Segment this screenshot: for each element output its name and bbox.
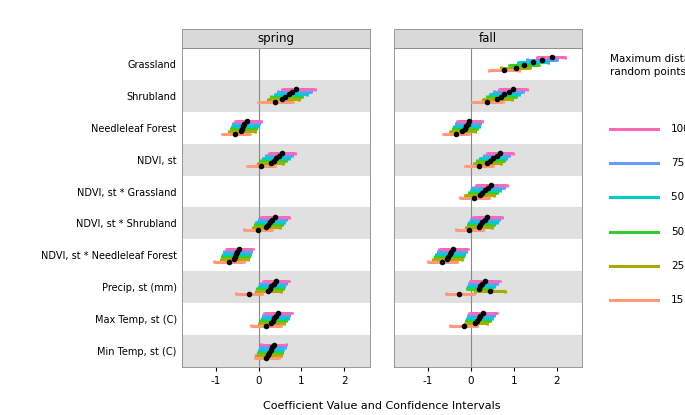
Bar <box>182 335 370 367</box>
Bar <box>394 335 582 367</box>
Bar <box>182 271 370 303</box>
Text: spring: spring <box>257 32 295 45</box>
Text: 25: 25 <box>671 261 684 271</box>
Text: fall: fall <box>479 32 497 45</box>
Text: 50, no RT: 50, no RT <box>671 193 685 203</box>
Text: 15: 15 <box>671 295 684 305</box>
Bar <box>394 80 582 112</box>
Text: Coefficient Value and Confidence Intervals: Coefficient Value and Confidence Interva… <box>263 401 501 411</box>
Bar <box>182 208 370 239</box>
Bar <box>394 208 582 239</box>
Text: Maximum distance of
random points (km): Maximum distance of random points (km) <box>610 54 685 77</box>
Text: 50: 50 <box>671 227 684 237</box>
Text: 75: 75 <box>671 158 684 168</box>
Bar <box>394 271 582 303</box>
Bar <box>394 144 582 176</box>
Text: 100: 100 <box>671 124 685 134</box>
Bar <box>182 80 370 112</box>
Bar <box>182 144 370 176</box>
